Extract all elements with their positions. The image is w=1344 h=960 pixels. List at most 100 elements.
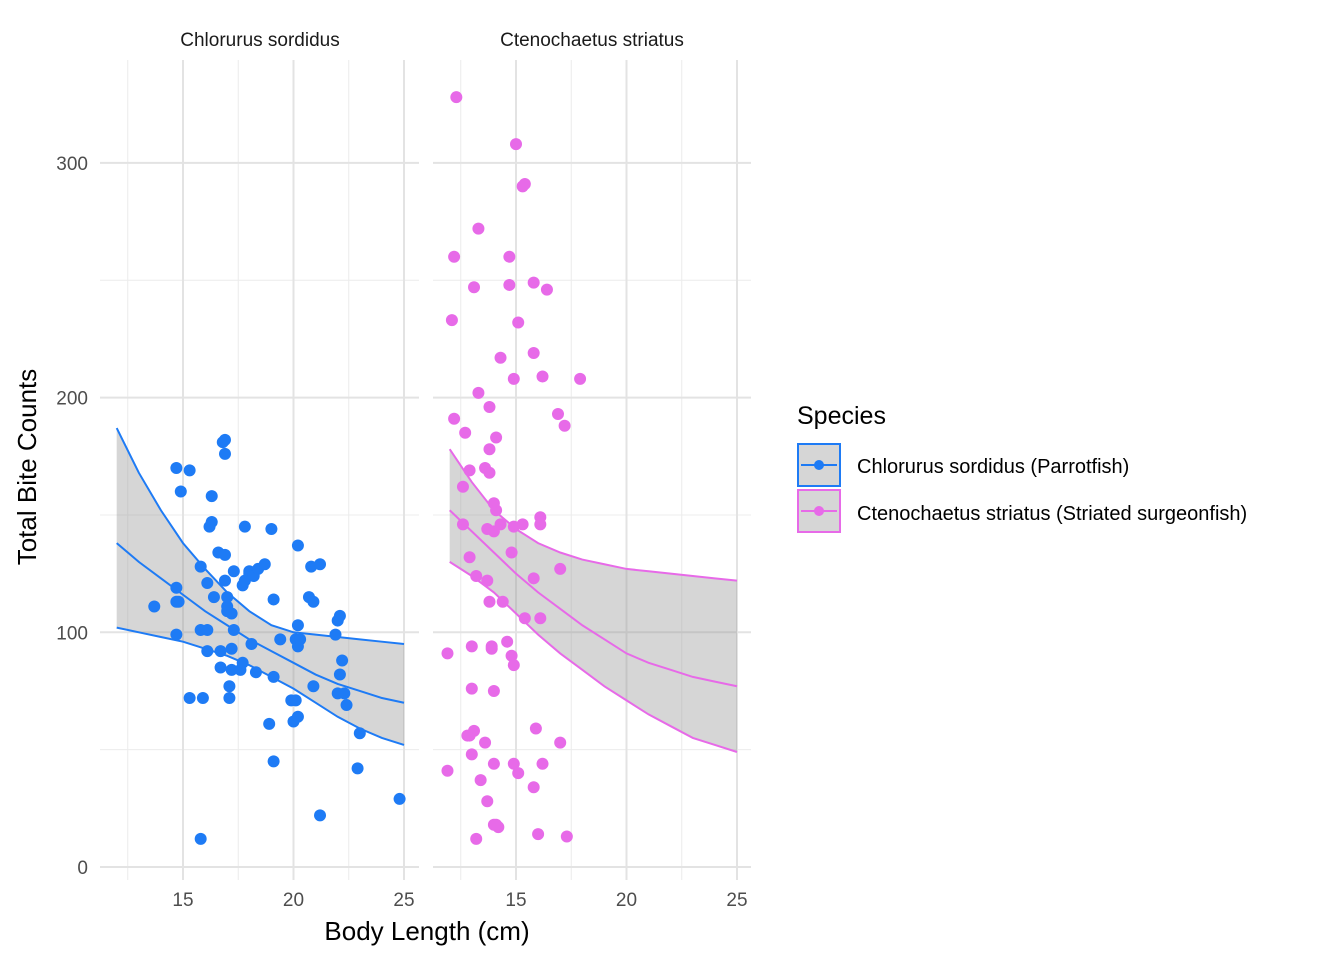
data-point <box>291 619 304 632</box>
data-point <box>574 372 587 385</box>
data-point <box>294 633 307 646</box>
data-point <box>201 645 214 658</box>
data-point <box>194 832 207 845</box>
data-point <box>465 640 478 653</box>
data-point <box>536 757 549 770</box>
data-point <box>218 574 231 587</box>
data-point <box>505 649 518 662</box>
panel-ctenochaetus-striatus: 15 20 25 Ctenochaetus striatus <box>433 30 751 911</box>
data-point <box>503 278 516 291</box>
data-point <box>291 539 304 552</box>
data-point <box>483 466 496 479</box>
data-point <box>445 314 458 327</box>
data-point <box>340 699 353 712</box>
confidence-ribbon <box>449 449 737 752</box>
fit-line-mean <box>449 509 738 688</box>
data-point <box>205 515 218 528</box>
data-point <box>441 647 454 660</box>
data-point <box>291 710 304 723</box>
data-point <box>267 670 280 683</box>
data-point <box>274 633 287 646</box>
data-points <box>441 91 587 845</box>
fit-line-mean <box>116 542 405 704</box>
legend-label-ctenochaetus: Ctenochaetus striatus (Striated surgeonf… <box>857 503 1247 525</box>
data-point <box>450 91 463 104</box>
data-point <box>527 572 540 585</box>
data-point <box>465 748 478 761</box>
data-point <box>227 565 240 578</box>
data-point <box>507 372 520 385</box>
data-point <box>238 520 251 533</box>
fit-line-lower <box>449 561 738 753</box>
data-point <box>307 680 320 693</box>
data-point <box>518 178 531 191</box>
data-point <box>551 408 564 421</box>
data-point <box>483 595 496 608</box>
y-tick-label: 200 <box>56 389 88 410</box>
data-point <box>529 722 542 735</box>
legend-title: Species <box>797 402 886 430</box>
data-point <box>267 593 280 606</box>
data-point <box>227 623 240 636</box>
minor-gridlines <box>433 60 751 880</box>
data-point <box>472 386 485 399</box>
legend-key-ctenochaetus <box>797 489 841 533</box>
data-point <box>503 250 516 263</box>
data-point <box>393 792 406 805</box>
data-point <box>314 809 327 822</box>
data-point <box>183 692 196 705</box>
data-point <box>265 523 278 536</box>
data-point <box>494 518 507 531</box>
x-tick-labels: 15 20 25 <box>172 890 414 911</box>
data-point <box>485 640 498 653</box>
data-point <box>468 724 481 737</box>
data-point <box>472 222 485 235</box>
data-point <box>518 612 531 625</box>
data-point <box>463 551 476 564</box>
data-point <box>218 433 231 446</box>
y-tick-label: 0 <box>77 858 88 879</box>
data-point <box>490 431 503 444</box>
data-point <box>336 654 349 667</box>
data-point <box>470 832 483 845</box>
data-point <box>223 692 236 705</box>
data-point <box>201 623 214 636</box>
data-point <box>245 638 258 651</box>
data-point <box>333 668 346 681</box>
data-point <box>487 757 500 770</box>
minor-gridlines <box>100 60 419 880</box>
data-point <box>221 591 234 604</box>
data-point <box>527 347 540 360</box>
data-point <box>225 663 238 676</box>
x-tick-label: 15 <box>172 890 193 911</box>
legend: Species Chlorurus sordidus (Parrotfish) … <box>797 402 1247 533</box>
data-point <box>289 694 302 707</box>
data-point <box>554 562 567 575</box>
data-point <box>532 828 545 841</box>
data-point <box>512 316 525 329</box>
data-point <box>258 558 271 571</box>
data-point <box>483 400 496 413</box>
y-axis-title: Total Bite Counts <box>12 369 42 566</box>
confidence-band <box>116 428 404 745</box>
data-point <box>494 351 507 364</box>
data-points <box>148 433 406 845</box>
data-point <box>459 426 472 439</box>
data-point <box>505 546 518 559</box>
data-point <box>329 628 342 641</box>
confidence-ribbon <box>116 428 404 745</box>
data-point <box>183 464 196 477</box>
data-point <box>456 480 469 493</box>
confidence-band <box>449 449 737 752</box>
strip-label: Chlorurus sordidus <box>180 30 339 51</box>
data-point <box>267 755 280 768</box>
data-point <box>214 645 227 658</box>
data-point <box>483 443 496 456</box>
data-point <box>507 757 520 770</box>
data-point <box>170 628 183 641</box>
data-point <box>201 577 214 590</box>
data-point <box>560 830 573 843</box>
data-point <box>353 727 366 740</box>
data-point <box>510 138 522 151</box>
data-point <box>249 666 262 679</box>
